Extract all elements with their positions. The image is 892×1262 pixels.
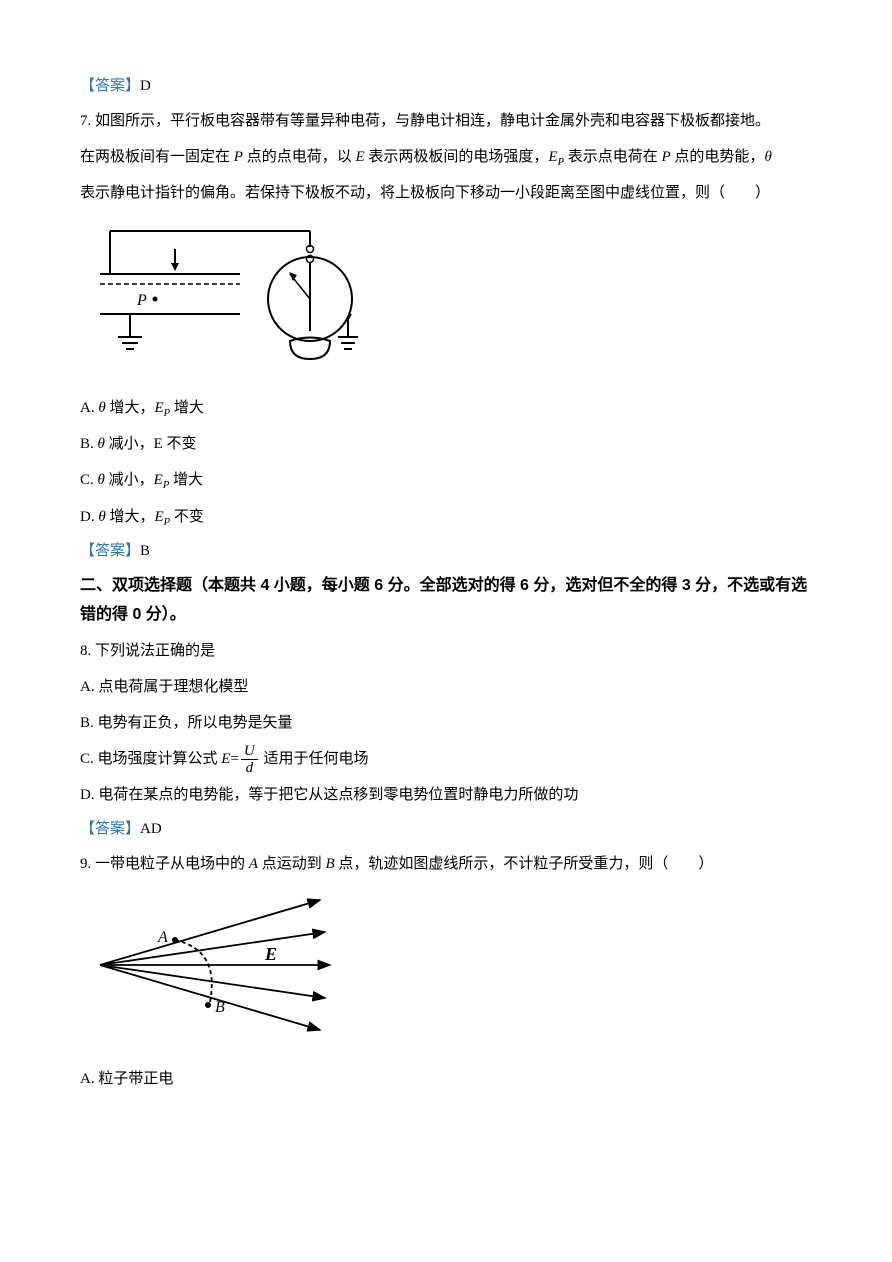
q7-figure: P	[90, 219, 812, 382]
svg-text:E: E	[264, 944, 277, 964]
section2-header: 二、双项选择题（本题共 4 小题，每小题 6 分。全部选对的得 6 分，选对但不…	[80, 572, 812, 630]
q8-answer: 【答案】AD	[80, 813, 812, 846]
svg-text:P: P	[136, 292, 147, 309]
q9-figure: E A B	[90, 890, 812, 1053]
q9-optA: A. 粒子带正电	[80, 1061, 812, 1097]
q9-number: 9.	[80, 856, 91, 872]
q8-optD: D. 电荷在某点的电势能，等于把它从这点移到零电势位置时静电力所做的功	[80, 777, 812, 813]
answer-value: D	[140, 78, 151, 94]
q7-stem2: 在两极板间有一固定在 P 点的点电荷，以 E 表示两极板间的电场强度，EP 表示…	[80, 139, 812, 175]
q7-optD: D. θ 增大，EP 不变	[80, 499, 812, 535]
q7-text1: 如图所示，平行板电容器带有等量异种电荷，与静电计相连，静电计金属外壳和电容器下极…	[95, 113, 770, 129]
svg-text:B: B	[215, 999, 225, 1016]
answer-value: AD	[140, 821, 162, 837]
q8-number: 8.	[80, 643, 91, 659]
q7-optC: C. θ 减小，EP 增大	[80, 462, 812, 498]
q7-stem3: 表示静电计指针的偏角。若保持下极板不动，将上极板向下移动一小段距离至图中虚线位置…	[80, 175, 812, 211]
q6-answer: 【答案】D	[80, 70, 812, 103]
q8-optC: C. 电场强度计算公式 E=Ud 适用于任何电场	[80, 741, 812, 777]
q9-stem: 9. 一带电粒子从电场中的 A 点运动到 B 点，轨迹如图虚线所示，不计粒子所受…	[80, 846, 812, 882]
answer-label: 【答案】	[80, 78, 140, 94]
q7-number: 7.	[80, 113, 91, 129]
q8-stem: 8. 下列说法正确的是	[80, 633, 812, 669]
answer-label: 【答案】	[80, 821, 140, 837]
answer-value: B	[140, 543, 150, 559]
q7-stem: 7. 如图所示，平行板电容器带有等量异种电荷，与静电计相连，静电计金属外壳和电容…	[80, 103, 812, 139]
answer-label: 【答案】	[80, 543, 140, 559]
q7-optA: A. θ 增大，EP 增大	[80, 390, 812, 426]
q7-optB: B. θ 减小，E 不变	[80, 426, 812, 462]
q7-answer: 【答案】B	[80, 535, 812, 568]
q8-optB: B. 电势有正负，所以电势是矢量	[80, 705, 812, 741]
svg-text:A: A	[157, 929, 168, 946]
q8-optA: A. 点电荷属于理想化模型	[80, 669, 812, 705]
